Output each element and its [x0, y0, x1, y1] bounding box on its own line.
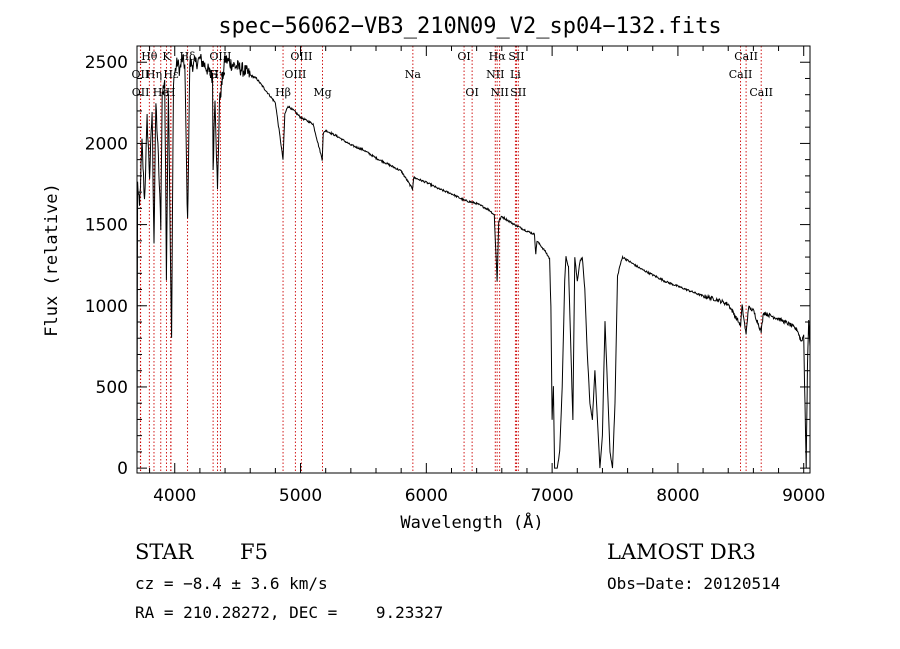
object-type: STAR	[135, 540, 194, 564]
y-axis: 0 500 1000 1500 2000 2500	[85, 53, 810, 479]
x-tick-label: 6000	[405, 486, 448, 506]
spectrum-line	[136, 54, 811, 469]
y-tick-label: 2500	[85, 53, 128, 73]
line-marker-label: K	[162, 50, 171, 63]
line-marker-label: Hα	[489, 50, 507, 63]
line-marker-label: SII	[508, 50, 524, 63]
line-marker-label: CaII	[734, 50, 758, 63]
line-marker-label: OIII	[284, 68, 306, 81]
x-tick-label: 4000	[153, 486, 196, 506]
y-tick-label: 0	[117, 459, 128, 479]
line-marker-label: SII	[510, 86, 526, 99]
x-tick-label: 7000	[530, 486, 573, 506]
line-marker-label: CaII	[729, 68, 753, 81]
line-marker-label: OI	[465, 86, 478, 99]
line-marker-label: Li	[510, 68, 521, 81]
survey-name: LAMOST DR3	[607, 540, 756, 564]
line-marker-label: Hε	[163, 68, 179, 81]
y-axis-label: Flux (relative)	[42, 183, 62, 337]
coordinates: RA = 210.28272, DEC = 9.23327	[135, 603, 444, 622]
x-tick-label: 8000	[656, 486, 699, 506]
line-marker-label: NII	[491, 86, 509, 99]
line-marker-label: Hθ	[141, 50, 158, 63]
y-tick-label: 1500	[85, 216, 128, 236]
redshift-velocity: cz = −8.4 ± 3.6 km/s	[135, 574, 328, 593]
line-marker-group	[139, 46, 762, 473]
y-tick-label: 1000	[85, 297, 128, 317]
line-marker-label: OII	[132, 68, 150, 81]
y-tick-label: 500	[96, 378, 128, 398]
plot-frame	[136, 45, 811, 474]
line-marker-label: H	[166, 86, 176, 99]
chart-title: spec−56062−VB3_210N09_V2_sp04−132.fits	[218, 14, 721, 39]
line-marker-label: OI	[457, 50, 470, 63]
line-marker-label: Hη	[146, 68, 162, 81]
line-marker-label: Hβ	[275, 86, 291, 99]
observation-date: Obs−Date: 20120514	[607, 574, 781, 593]
line-marker-label: OIII	[290, 50, 312, 63]
line-marker-label: Mg	[313, 86, 331, 99]
x-axis: 4000 5000 6000 7000 8000 9000	[149, 46, 825, 506]
line-marker-label: CaII	[749, 86, 773, 99]
x-axis-label: Wavelength (Å)	[400, 511, 543, 533]
object-subclass: F5	[240, 540, 268, 564]
y-tick-label: 2000	[85, 134, 128, 154]
x-tick-label: 5000	[279, 486, 322, 506]
line-marker-label: OII	[132, 86, 150, 99]
line-marker-label: G	[209, 68, 218, 81]
x-tick-label: 9000	[782, 486, 825, 506]
line-marker-label: Na	[405, 68, 422, 81]
line-marker-label: NII	[486, 68, 504, 81]
